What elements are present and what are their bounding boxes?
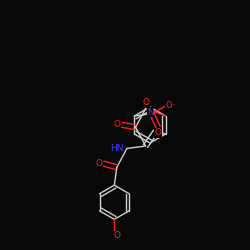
Text: O: O bbox=[155, 128, 162, 137]
Text: O⁻: O⁻ bbox=[165, 102, 176, 110]
Text: O: O bbox=[142, 98, 149, 107]
Text: HN: HN bbox=[110, 144, 124, 153]
Text: N: N bbox=[147, 108, 154, 117]
Text: O: O bbox=[95, 159, 102, 168]
Text: O: O bbox=[113, 231, 120, 240]
Text: O: O bbox=[114, 120, 121, 129]
